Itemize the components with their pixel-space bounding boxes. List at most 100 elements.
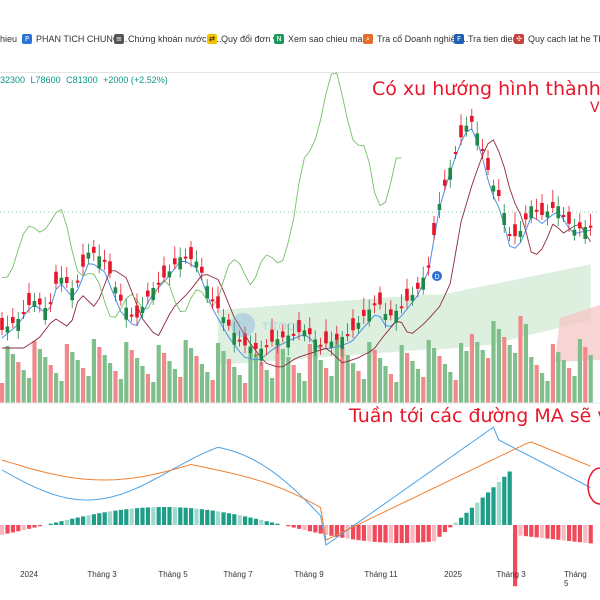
volume-bar bbox=[318, 360, 323, 403]
candle-body bbox=[21, 312, 26, 314]
candle-body bbox=[173, 258, 177, 265]
candle-body bbox=[286, 335, 290, 348]
macd-hist-bar bbox=[162, 507, 167, 525]
macd-hist-bar bbox=[75, 517, 80, 525]
bookmark-5[interactable]: ⌕ Tra cổ Doanh nghiệp... bbox=[363, 30, 468, 48]
bookmark-7[interactable]: ✣ Quy cach lat he TPH... bbox=[514, 30, 600, 48]
volume-bar bbox=[491, 321, 496, 403]
volume-bar bbox=[561, 360, 566, 403]
macd-hist-bar bbox=[70, 518, 75, 525]
macd-hist-bar bbox=[286, 525, 291, 527]
volume-bar bbox=[232, 367, 237, 403]
candle-body bbox=[340, 336, 344, 349]
ohlc-low: L78600 bbox=[30, 75, 61, 85]
macd-hist-bar bbox=[334, 525, 339, 537]
volume-bar bbox=[367, 342, 372, 403]
macd-line bbox=[1, 426, 591, 546]
bookmark-4[interactable]: N Xem sao chieu mang bbox=[274, 30, 373, 48]
macd-hist-bar bbox=[588, 525, 593, 544]
macd-hist-bar bbox=[437, 525, 442, 537]
bookmarks-bar: hieu P PHAN TICH CHUNG... ≡ Chứng khoán … bbox=[0, 0, 600, 73]
x-axis-label: Tháng 3 bbox=[496, 570, 526, 579]
candle-body bbox=[486, 158, 490, 170]
volume-bar bbox=[237, 375, 242, 403]
volume-bar bbox=[75, 360, 80, 403]
volume-bar bbox=[297, 373, 302, 403]
bookmark-6[interactable]: F Tra tien dien bbox=[454, 30, 518, 48]
candle-body bbox=[578, 222, 582, 229]
macd-hist-bar bbox=[210, 510, 215, 525]
candle-body bbox=[270, 329, 274, 342]
n-icon: N bbox=[274, 34, 284, 44]
dividend-marker[interactable]: D bbox=[432, 271, 442, 281]
volume-bar bbox=[124, 342, 129, 403]
candle-body bbox=[275, 339, 280, 346]
candle-body bbox=[108, 261, 112, 274]
macd-hist-bar bbox=[275, 523, 280, 525]
volume-bar bbox=[502, 337, 507, 403]
candle-body bbox=[86, 252, 91, 259]
annotation-bottom: Tuần tới các đường MA sẽ vậ bbox=[349, 405, 600, 427]
volume-bar bbox=[469, 334, 474, 403]
volume-bar bbox=[324, 368, 329, 403]
macd-hist-bar bbox=[394, 525, 399, 543]
volume-bar bbox=[421, 377, 426, 403]
macd-hist-bar bbox=[0, 525, 5, 535]
candle-body bbox=[135, 305, 139, 318]
candle-body bbox=[0, 318, 4, 330]
macd-hist-bar bbox=[237, 515, 242, 525]
volume-bar bbox=[340, 347, 345, 403]
macd-hist-bar bbox=[135, 508, 140, 525]
macd-hist-bar bbox=[372, 525, 377, 542]
bookmark-0[interactable]: hieu bbox=[0, 30, 17, 48]
volume-bar bbox=[10, 354, 15, 403]
volume-bar bbox=[405, 353, 410, 403]
candle-body bbox=[16, 319, 20, 331]
candle-body bbox=[167, 271, 172, 278]
macd-hist-bar bbox=[399, 525, 404, 543]
volume-bar bbox=[486, 358, 491, 403]
annotation-top-second-text: V bbox=[590, 100, 600, 116]
volume-bar bbox=[545, 381, 550, 403]
macd-hist-bar bbox=[189, 508, 194, 525]
candle-body bbox=[210, 299, 215, 302]
macd-hist-bar bbox=[329, 525, 334, 536]
candle-body bbox=[227, 319, 231, 326]
circle-highlight bbox=[587, 467, 600, 505]
macd-hist-bar bbox=[367, 525, 372, 542]
volume-bar bbox=[356, 371, 361, 403]
candle-body bbox=[54, 271, 58, 284]
candle-body bbox=[405, 288, 409, 301]
annotation-top-second: V bbox=[590, 100, 600, 116]
x-axis-label: Tháng 11 bbox=[364, 570, 398, 579]
macd-hist-bar bbox=[378, 525, 383, 543]
candle-body bbox=[524, 213, 528, 220]
candle-body bbox=[200, 266, 204, 273]
candle-body bbox=[237, 339, 242, 342]
signal-line bbox=[1, 441, 591, 541]
volume-bar bbox=[27, 378, 32, 403]
volume-bar bbox=[280, 349, 285, 403]
candle-body bbox=[297, 320, 301, 333]
volume-bar bbox=[32, 341, 37, 403]
bookmark-1[interactable]: P PHAN TICH CHUNG... bbox=[22, 30, 127, 48]
candle-body bbox=[248, 347, 253, 354]
bookmark-label: Tra cổ Doanh nghiệp... bbox=[377, 34, 469, 44]
bookmark-2[interactable]: ≡ Chứng khoán nước n... bbox=[114, 30, 222, 48]
volume-bar bbox=[529, 357, 534, 403]
volume-bar bbox=[302, 381, 307, 403]
volume-bar bbox=[243, 383, 248, 403]
volume-bar bbox=[453, 380, 458, 403]
annotation-top-text: Có xu hướng hình thành cá bbox=[372, 78, 600, 100]
bookmark-3[interactable]: ⇄ Quy đổi đơn vị bbox=[207, 30, 279, 48]
volume-bar bbox=[270, 378, 275, 403]
candle-body bbox=[205, 286, 209, 299]
macd-hist-bar bbox=[102, 512, 107, 525]
candle-body bbox=[113, 287, 118, 294]
macd-hist-bar bbox=[221, 512, 226, 525]
macd-hist-bar bbox=[540, 525, 545, 538]
macd-hist-bar bbox=[270, 522, 275, 525]
volume-bar bbox=[475, 342, 480, 403]
x-axis-label: Tháng 5 bbox=[158, 570, 188, 579]
